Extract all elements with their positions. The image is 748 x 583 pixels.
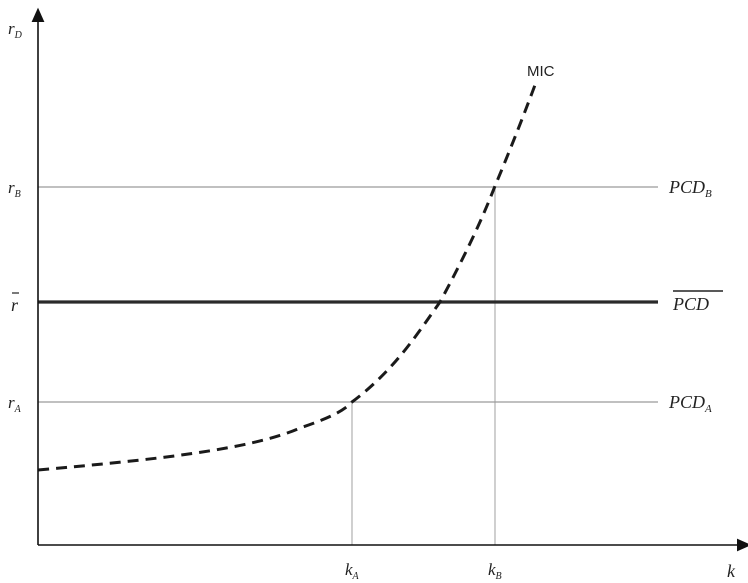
k-a-label: kA: [345, 560, 360, 582]
r-bar-text: r: [11, 295, 19, 315]
pcd-a-label: PCDA: [668, 392, 712, 415]
pcd-bar-text: PCD: [672, 294, 709, 314]
k-b-label: kB: [488, 560, 502, 582]
r-bar-label: r: [11, 292, 19, 315]
x-axis-label: k: [727, 561, 736, 581]
y-axis-label: rD: [8, 19, 23, 41]
pcd-bar-label: PCD: [672, 290, 723, 314]
mic-label: MIC: [527, 63, 555, 80]
mic-curve: [37, 84, 537, 472]
r-b-label: rB: [8, 178, 21, 200]
pcd-b-label: PCDB: [668, 177, 712, 200]
r-a-label: rA: [8, 393, 22, 415]
